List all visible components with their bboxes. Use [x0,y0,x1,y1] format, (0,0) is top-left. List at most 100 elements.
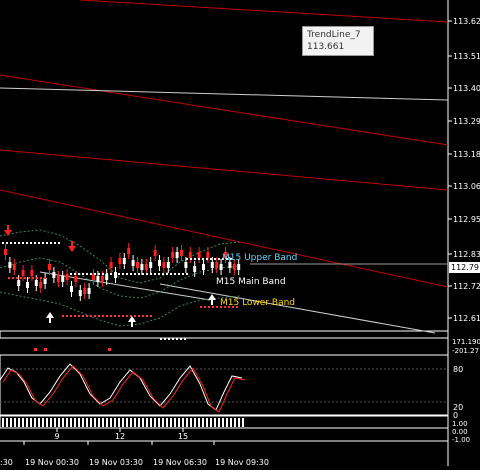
histogram-bar [74,418,76,427]
candle-body [131,260,135,266]
resistance-dot [102,273,104,275]
candle-body [136,262,139,268]
support-dot [126,315,128,317]
histogram-bar [154,418,156,427]
support-dot [40,277,42,279]
histogram-bar [178,418,180,427]
histogram-bar [198,418,200,427]
candle-body [78,290,82,296]
support-dot [208,306,210,308]
resistance-dot [198,258,200,260]
resistance-dot [214,258,216,260]
support-dot [130,315,132,317]
histogram-bar [158,418,160,427]
support-dot [36,277,38,279]
support-dot [70,315,72,317]
resistance-dot [42,242,44,244]
price-axis-label: 113.627 [453,17,480,26]
histogram-bar [210,418,212,427]
histogram-bar [218,418,220,427]
candle-body [105,274,109,280]
price-axis-label: 113.290 [453,117,480,126]
resistance-dot [22,242,24,244]
stochastic-level-label: 0 [453,411,458,420]
support-dot [106,315,108,317]
resistance-dot [134,273,136,275]
support-dot [224,306,226,308]
support-dot [66,315,68,317]
resistance-dot [38,242,40,244]
stochastic-level-label: 80 [453,365,463,374]
resistance-dot [174,273,176,275]
candle-body [175,252,179,258]
trendline-tooltip: TrendLine_7 113.661 [302,26,374,56]
histogram-bar [130,418,132,427]
stochastic-level-label: 20 [453,403,463,412]
support-dot [78,315,80,317]
histogram-bar [214,418,216,427]
candle-body [184,262,188,268]
candle-body [188,252,192,258]
resistance-dot [218,258,220,260]
histogram-bar [238,418,240,427]
signal-dot [180,338,182,340]
support-dot [142,315,144,317]
resistance-dot [170,273,172,275]
price-axis-label: 112.952 [453,215,480,224]
candle-body [228,262,232,268]
histogram-bar [186,418,188,427]
support-dot [32,277,34,279]
histogram-bar [62,418,64,427]
histogram-bar [38,418,40,427]
resistance-dot [90,273,92,275]
histogram-bar [42,418,44,427]
resistance-dot [146,273,148,275]
candle-body [96,276,100,282]
histogram-bar [10,418,12,427]
main-band-label: M15 Main Band [216,277,286,287]
resistance-dot [126,273,128,275]
support-dot [12,277,14,279]
candle-body [122,258,126,264]
candle-body [83,288,87,294]
candle-body [206,252,210,258]
resistance-dot [14,242,16,244]
candle-body [224,252,227,258]
time-axis-label: 19 Nov 00:30 [25,458,79,466]
histogram-bar [86,418,88,427]
support-dot [8,277,10,279]
candle-body [215,262,219,268]
candle-body [162,262,166,268]
candle-body [109,262,113,268]
histogram-bar [242,418,244,427]
sell-arrow-icon [4,230,12,236]
support-dot [228,306,230,308]
time-axis-label: 19 Nov 06:30 [153,458,207,466]
price-axis-label: 112.837 [453,250,480,259]
sell-arrow-icon [68,246,76,252]
histogram-bar [70,418,72,427]
histogram-bar [194,418,196,427]
resistance-dot [94,273,96,275]
buy-arrow-icon [208,294,216,300]
buy-arrow-icon [128,316,136,322]
trendline [0,149,449,191]
price-axis-label: 112.721 [453,282,480,291]
histogram-bar [174,418,176,427]
histogram-bar [170,418,172,427]
candle-body [26,282,29,288]
price-axis-label: 113.401 [453,84,480,93]
signal-dot [168,338,170,340]
histogram-bar [222,418,224,427]
resistance-dot [82,273,84,275]
resistance-dot [178,273,180,275]
candle-body [118,258,122,264]
support-dot [82,315,84,317]
signal-dot [184,338,186,340]
histogram-bar [234,418,236,427]
candle-body [166,262,170,268]
support-dot [102,315,104,317]
histogram-bar [94,418,96,427]
